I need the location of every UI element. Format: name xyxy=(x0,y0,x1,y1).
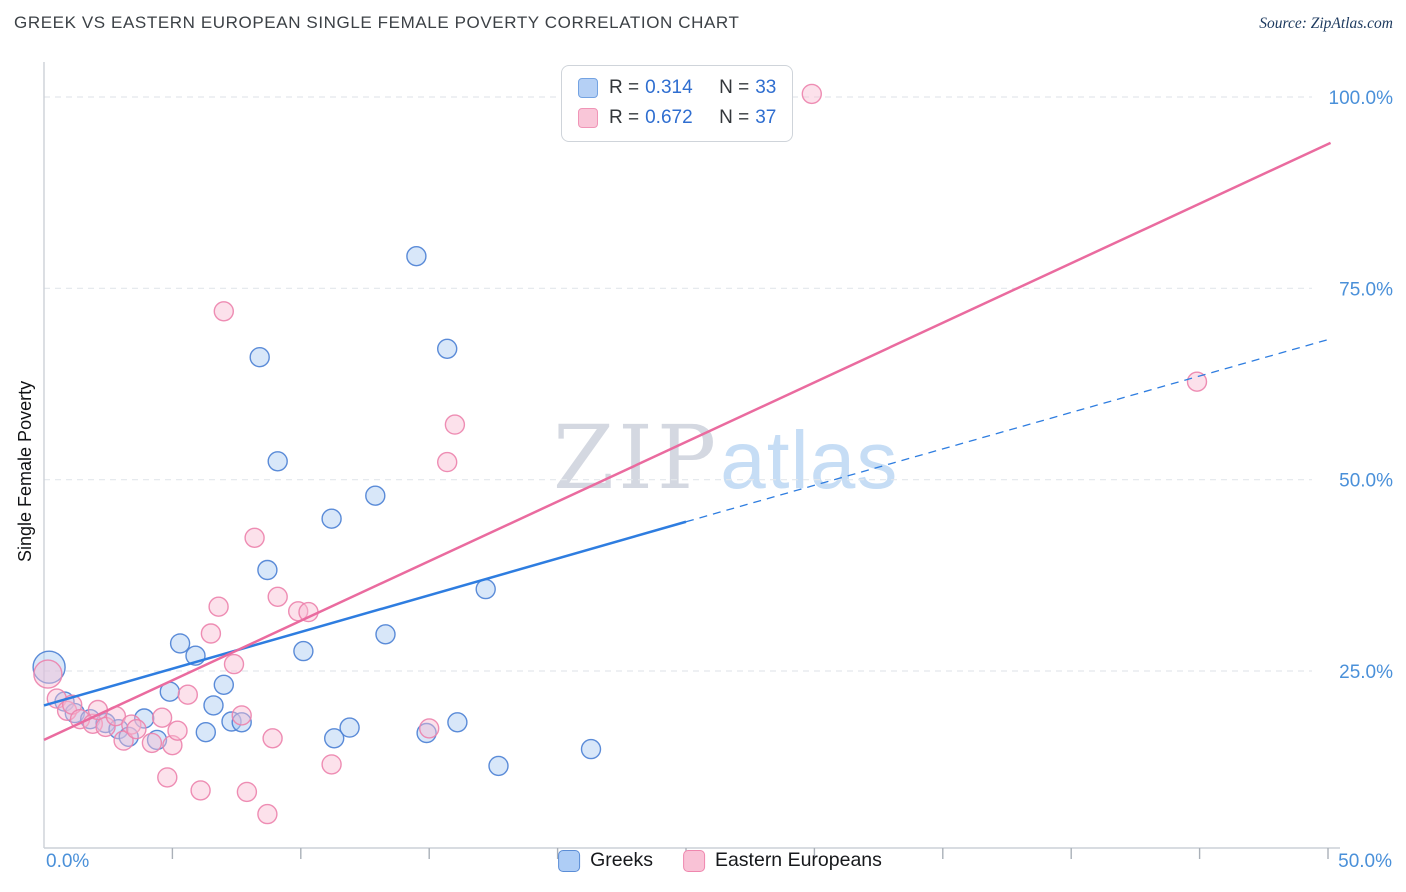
r-label: R = xyxy=(609,77,640,98)
greeks-legend-text: R = 0.314 N = 33 xyxy=(609,77,776,99)
y-tick-label-75: 75.0% xyxy=(1339,279,1393,300)
y-axis-title: Single Female Poverty xyxy=(15,380,35,562)
n-label: N = xyxy=(719,107,750,128)
scatter-point-eastern-europeans xyxy=(257,803,278,825)
watermark-atlas: atlas xyxy=(720,415,899,506)
scatter-point-greeks xyxy=(108,719,129,740)
scatter-point-greeks xyxy=(447,712,468,733)
scatter-point-greeks xyxy=(437,338,458,359)
scatter-point-greeks xyxy=(257,559,278,581)
greeks-swatch xyxy=(558,849,581,872)
scatter-point-greeks xyxy=(475,578,496,600)
eastern-europeans-legend-text: R = 0.672 N = 37 xyxy=(609,107,776,129)
eastern-europeans-swatch xyxy=(682,849,705,872)
scatter-point-eastern-europeans xyxy=(298,601,319,623)
scatter-point-eastern-europeans xyxy=(126,719,147,740)
scatter-point-eastern-europeans xyxy=(1186,371,1208,392)
scatter-point-greeks xyxy=(231,712,252,733)
scatter-point-eastern-europeans xyxy=(141,732,163,754)
scatter-point-eastern-europeans xyxy=(262,728,283,749)
scatter-point-eastern-europeans xyxy=(444,414,466,435)
scatter-point-greeks xyxy=(375,624,396,645)
series-legend: Greeks Eastern Europeans xyxy=(558,849,882,872)
scatter-point-greeks xyxy=(339,717,360,738)
scatter-point-eastern-europeans xyxy=(190,780,211,801)
scatter-point-greeks xyxy=(169,633,191,654)
x-axis-min-label: 0.0% xyxy=(46,851,90,872)
scatter-point-greeks xyxy=(324,728,345,749)
n-value: 33 xyxy=(755,77,777,98)
scatter-point-eastern-europeans xyxy=(213,301,235,322)
scatter-point-eastern-europeans xyxy=(244,527,265,548)
trend-line-greeks xyxy=(43,520,687,707)
scatter-point-greeks xyxy=(203,695,224,716)
scatter-point-eastern-europeans xyxy=(95,716,116,738)
x-axis-max-label: 50.0% xyxy=(1338,851,1392,872)
scatter-point-greeks xyxy=(32,650,66,684)
scatter-point-eastern-europeans xyxy=(177,684,199,705)
correlation-legend-box: R = 0.314 N = 33 R = 0.672 N = 37 xyxy=(561,65,794,142)
scatter-point-greeks xyxy=(195,722,217,743)
legend-item-greeks: Greeks xyxy=(558,849,653,872)
scatter-point-greeks xyxy=(365,485,386,506)
scatter-point-eastern-europeans xyxy=(321,754,342,775)
scatter-point-eastern-europeans xyxy=(208,596,229,617)
legend-row-greeks: R = 0.314 N = 33 xyxy=(578,77,776,99)
n-value: 37 xyxy=(755,107,777,128)
scatter-point-eastern-europeans xyxy=(419,718,440,739)
eastern-europeans-label: Eastern Europeans xyxy=(714,849,882,871)
scatter-point-greeks xyxy=(580,738,602,760)
r-value: 0.314 xyxy=(645,77,693,98)
trend-line-projection-greeks xyxy=(685,338,1331,523)
scatter-point-eastern-europeans xyxy=(267,586,288,607)
scatter-point-eastern-europeans xyxy=(151,707,173,728)
eastern-europeans-legend-swatch xyxy=(578,108,598,128)
greeks-label: Greeks xyxy=(590,849,653,871)
scatter-point-greeks xyxy=(213,674,235,695)
scatter-point-eastern-europeans xyxy=(157,767,178,788)
scatter-point-eastern-europeans xyxy=(33,659,63,689)
trend-line-eastern-europeans xyxy=(43,141,1332,742)
r-label: R = xyxy=(609,107,640,128)
scatter-point-greeks xyxy=(293,640,314,662)
scatter-point-greeks xyxy=(321,508,342,529)
scatter-point-greeks xyxy=(133,708,155,729)
y-tick-label-50: 50.0% xyxy=(1339,471,1393,492)
scatter-point-greeks xyxy=(488,755,509,777)
legend-item-eastern-europeans: Eastern Europeans xyxy=(682,849,882,872)
scatter-point-eastern-europeans xyxy=(200,623,222,644)
legend-row-eastern-europeans: R = 0.672 N = 37 xyxy=(578,107,776,129)
scatter-point-eastern-europeans xyxy=(236,781,258,803)
y-tick-label-25: 25.0% xyxy=(1339,662,1393,683)
y-tick-label-100: 100.0% xyxy=(1329,88,1394,109)
scatter-point-greeks xyxy=(406,246,427,267)
greeks-legend-swatch xyxy=(578,78,598,98)
scatter-point-greeks xyxy=(221,711,242,732)
r-value: 0.672 xyxy=(645,107,693,128)
page-title: GREEK VS EASTERN EUROPEAN SINGLE FEMALE … xyxy=(14,13,740,32)
scatter-point-eastern-europeans xyxy=(223,653,245,675)
scatter-point-eastern-europeans xyxy=(437,451,458,473)
scatter-point-greeks xyxy=(249,347,270,368)
scatter-point-eastern-europeans xyxy=(231,705,252,726)
scatter-point-greeks xyxy=(267,451,288,472)
n-label: N = xyxy=(719,77,750,98)
scatter-point-eastern-europeans xyxy=(801,83,822,105)
source-label: Source: ZipAtlas.com xyxy=(1259,15,1393,32)
scatter-point-eastern-europeans xyxy=(167,720,188,741)
